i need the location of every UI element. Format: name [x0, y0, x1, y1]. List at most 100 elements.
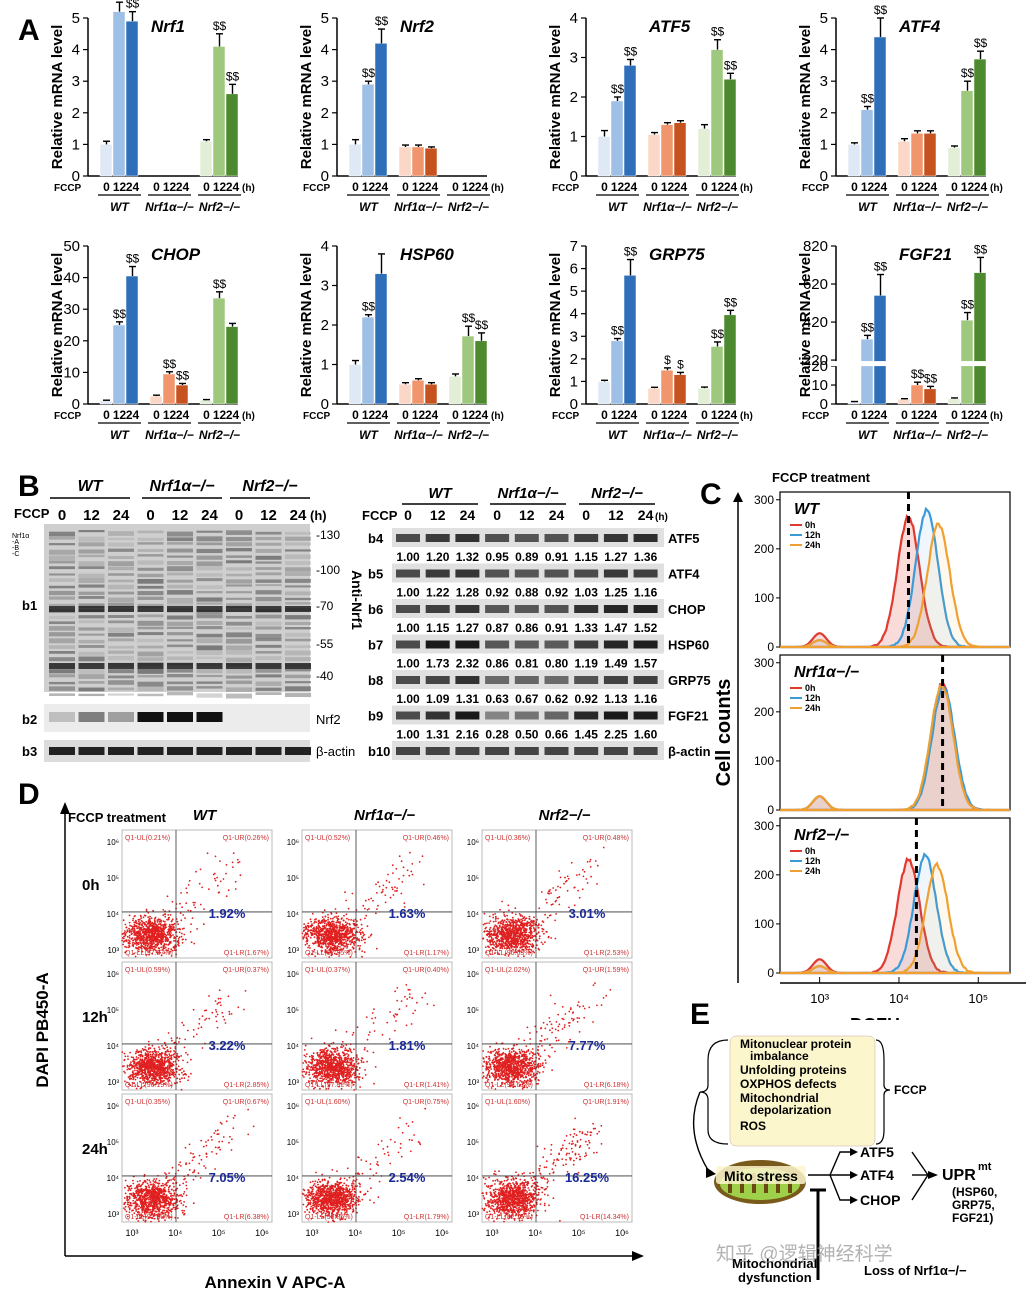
- event-dot: [330, 929, 333, 932]
- event-dot: [339, 937, 341, 940]
- event-dot: [521, 919, 524, 922]
- band: [285, 681, 311, 684]
- event-dot: [144, 1052, 147, 1055]
- lane-time-label: 12: [519, 507, 535, 523]
- band: [255, 579, 282, 583]
- event-dot: [187, 884, 190, 886]
- event-dot: [533, 920, 535, 923]
- event-dot: [147, 916, 150, 918]
- time-tick-label: 0: [951, 408, 958, 422]
- event-dot: [339, 921, 342, 923]
- significance-label: $$: [213, 19, 227, 33]
- band: [285, 686, 311, 692]
- y-tick-label: 0: [570, 396, 578, 413]
- band-ratio: 1.22: [426, 586, 450, 600]
- event-dot: [166, 895, 169, 898]
- event-dot: [128, 914, 131, 917]
- event-dot: [178, 1055, 181, 1058]
- band: [167, 615, 193, 620]
- event-dot: [129, 924, 131, 927]
- event-dot: [180, 919, 183, 922]
- event-dot: [159, 1067, 162, 1069]
- blot-row-id: b6: [368, 602, 383, 617]
- quadrant-ul: Q1-UL(0.21%): [125, 835, 170, 842]
- blot-group-label: Nrf2−/−: [242, 478, 297, 495]
- time-tick-label: 12: [163, 180, 177, 194]
- band: [633, 676, 658, 684]
- band: [49, 549, 75, 555]
- event-dot: [570, 861, 573, 864]
- y-tick-label: 0: [321, 168, 329, 185]
- time-tick-label: 24: [226, 408, 240, 422]
- band: [255, 692, 282, 695]
- event-dot: [142, 1049, 145, 1052]
- event-dot: [594, 860, 597, 862]
- event-dot: [151, 952, 154, 955]
- bar: [947, 147, 961, 177]
- band: [574, 747, 599, 755]
- event-dot: [171, 900, 174, 903]
- band: [425, 569, 450, 578]
- time-tick-label: 0: [701, 180, 708, 194]
- y-axis-label: Relative mRNA level: [547, 253, 564, 398]
- event-dot: [537, 931, 540, 933]
- event-dot: [508, 932, 511, 935]
- blot-row-label: FGF21: [668, 709, 708, 724]
- event-dot: [155, 940, 158, 943]
- event-dot: [157, 1038, 160, 1041]
- band: [108, 566, 134, 571]
- event-dot: [369, 934, 372, 937]
- band: [255, 590, 282, 595]
- bar: [199, 399, 213, 405]
- time-tick-label: 0: [601, 408, 608, 422]
- event-dot: [149, 915, 151, 918]
- event-dot: [145, 910, 148, 912]
- event-dot: [170, 955, 173, 957]
- event-dot: [146, 945, 149, 947]
- y-tick-label: 6: [570, 261, 578, 278]
- event-dot: [156, 920, 159, 923]
- group-label: Nrf1α−/−: [145, 428, 194, 442]
- band: [167, 542, 193, 545]
- y-tick-label: 4: [820, 42, 828, 59]
- group-label: Nrf1α−/−: [893, 428, 942, 442]
- bar: [175, 384, 189, 405]
- event-dot: [211, 1011, 214, 1014]
- mw-marker: -100: [316, 563, 340, 577]
- event-dot: [514, 907, 517, 910]
- event-dot: [335, 921, 338, 924]
- event-dot: [137, 941, 140, 944]
- event-dot: [148, 1044, 150, 1046]
- time-tick-label: 0: [203, 408, 210, 422]
- band: [167, 537, 193, 542]
- event-dot: [345, 899, 347, 902]
- event-dot: [334, 908, 337, 910]
- event-dot: [156, 1065, 159, 1068]
- y-axis-label: Relative mRNA level: [797, 253, 814, 398]
- event-dot: [128, 1064, 131, 1066]
- event-dot: [178, 1041, 180, 1043]
- band-ratio: 0.63: [485, 692, 509, 706]
- event-dot: [197, 1027, 200, 1030]
- significance-label: $$: [611, 82, 625, 96]
- event-dot: [317, 934, 320, 936]
- band: [196, 536, 223, 542]
- event-dot: [589, 858, 592, 861]
- event-dot: [122, 932, 125, 935]
- event-dot: [350, 919, 352, 921]
- band: [255, 542, 282, 546]
- y-axis-label: Relative mRNA level: [49, 253, 66, 398]
- bar: [125, 275, 139, 405]
- quadrant-ul: Q1-UL(0.52%): [305, 835, 350, 842]
- band: [78, 591, 105, 595]
- band: [49, 632, 75, 637]
- event-dot: [484, 946, 487, 948]
- event-dot: [130, 1077, 133, 1080]
- y-tick-label: 10⁴: [287, 910, 300, 919]
- event-dot: [339, 946, 341, 948]
- event-dot: [132, 917, 135, 920]
- band: [396, 676, 420, 684]
- event-dot: [128, 1077, 131, 1080]
- band: [108, 573, 134, 576]
